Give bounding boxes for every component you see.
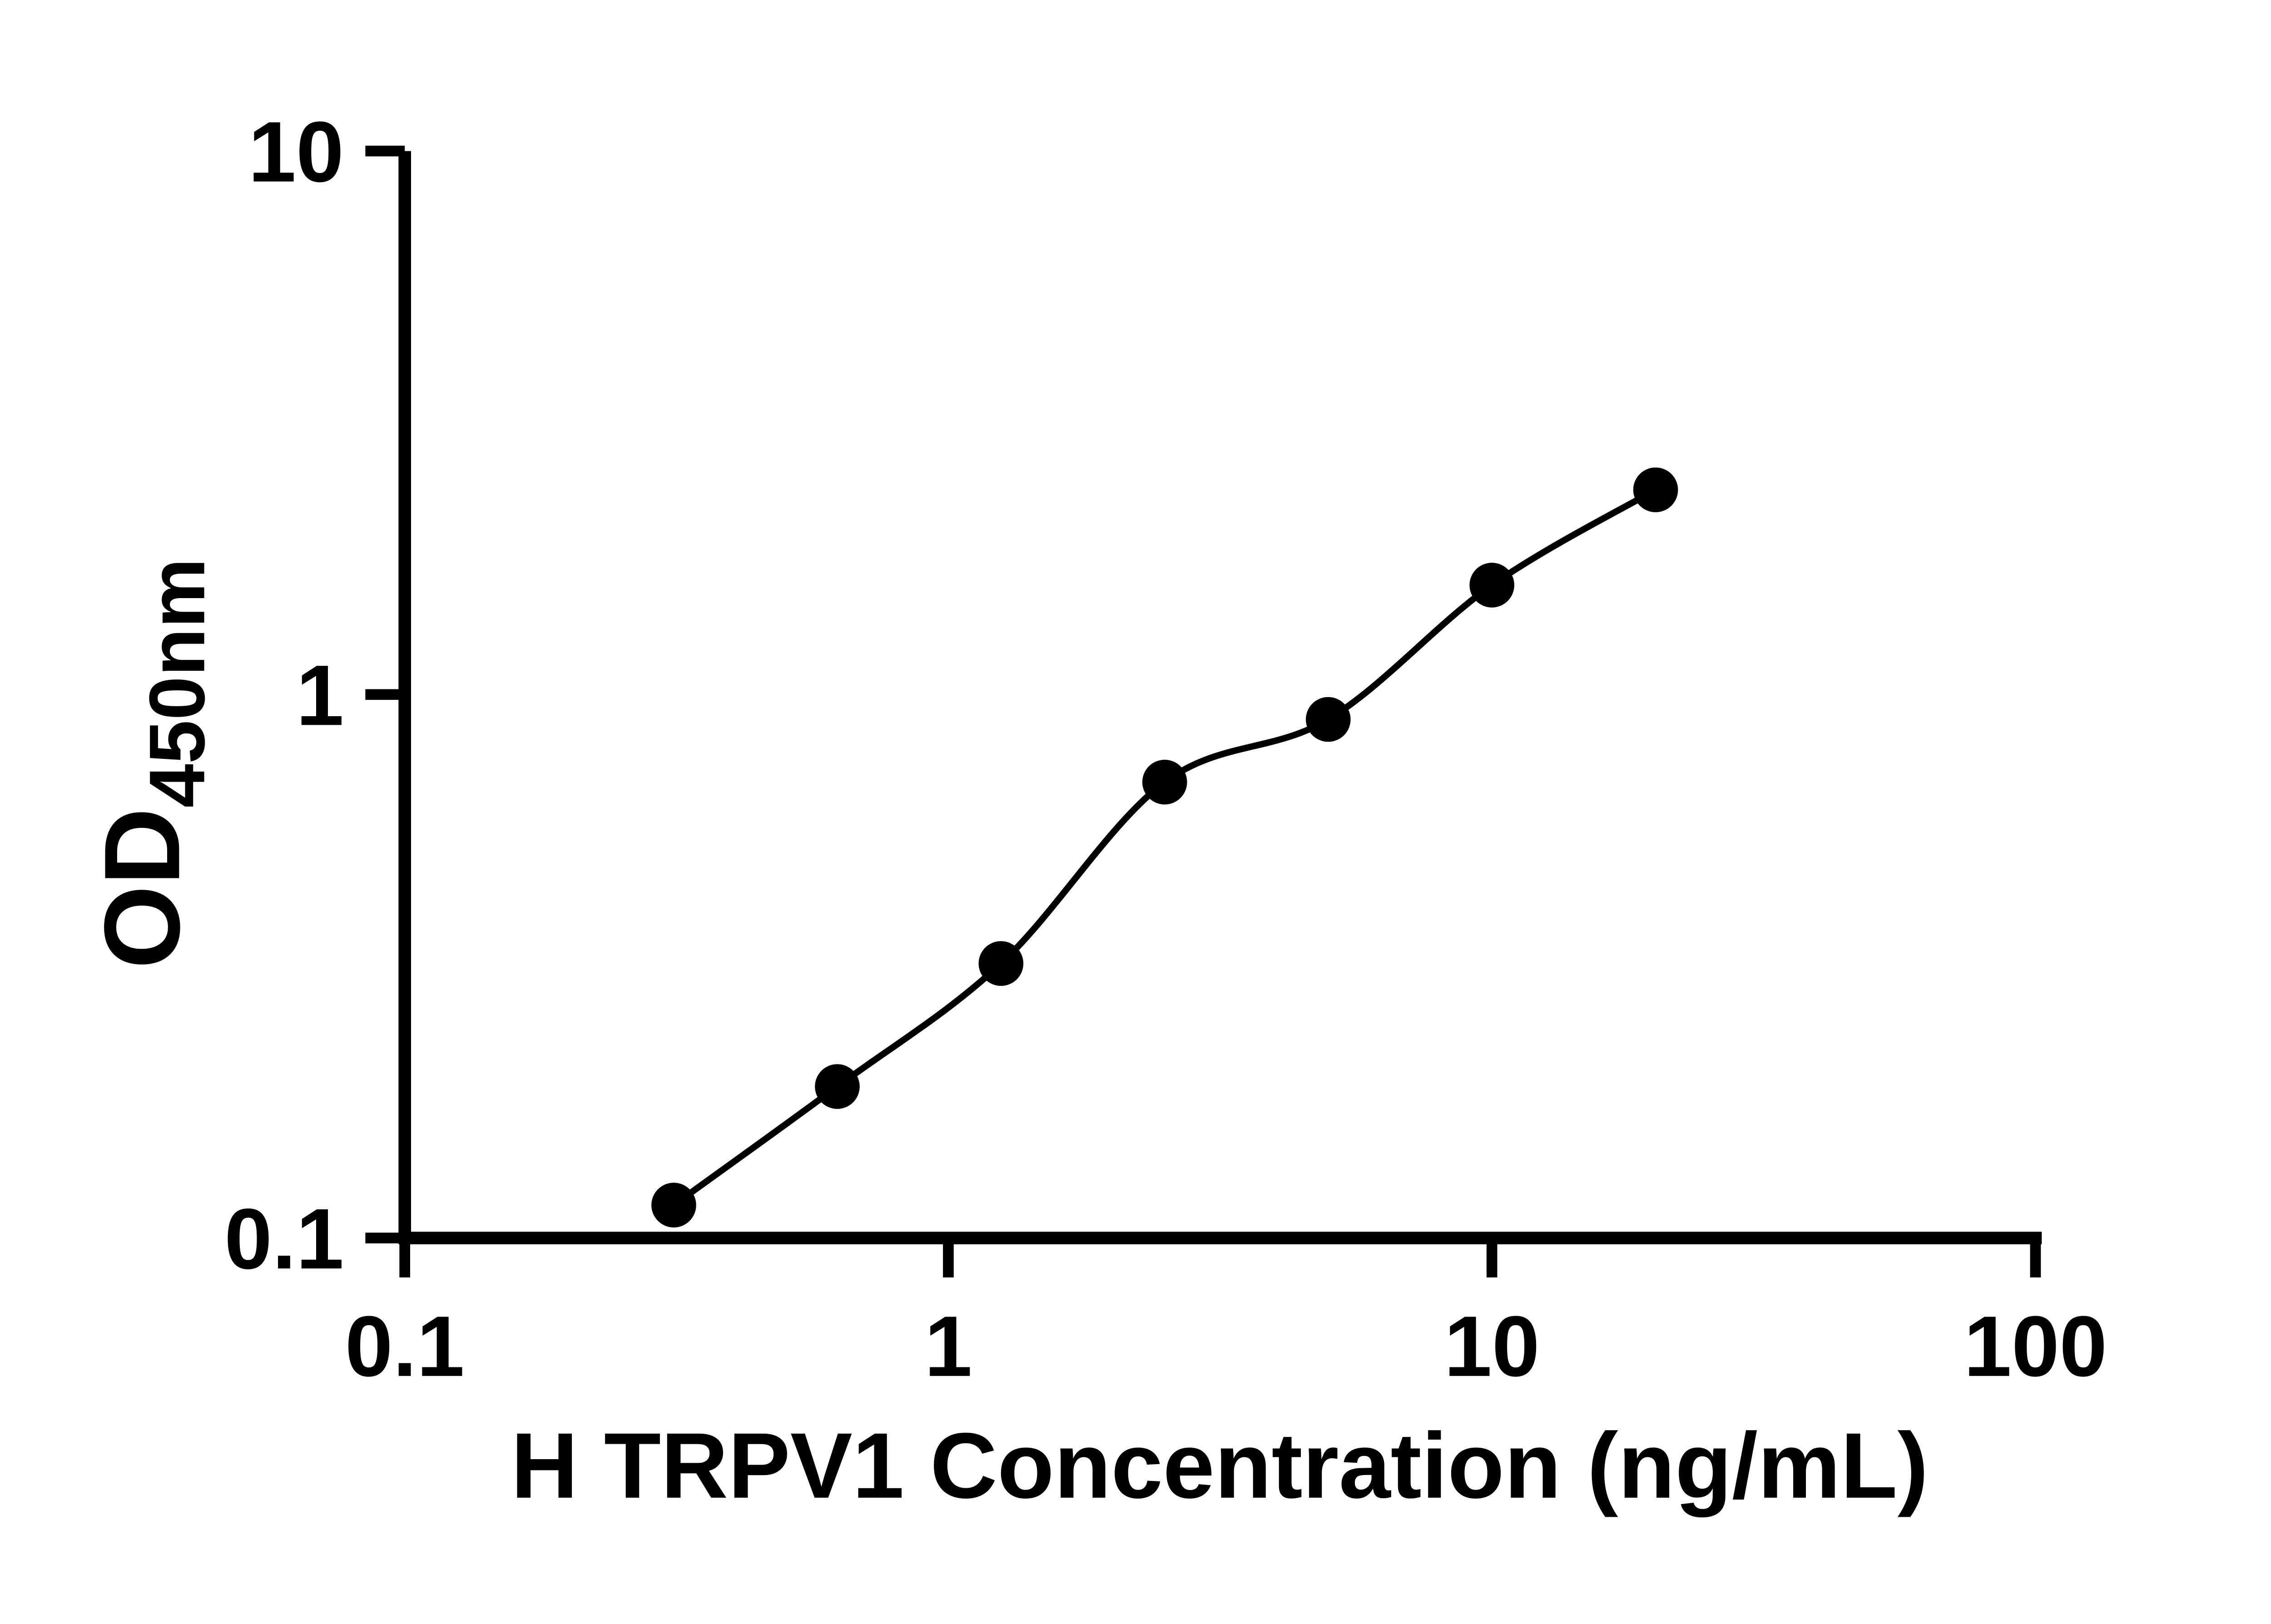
data-point-marker xyxy=(1633,467,1678,513)
chart-canvas: 0.1 1 10 100 0.1 1 10 H TRPV1 Concentration (n… xyxy=(82,104,2107,1518)
data-point-marker xyxy=(1469,563,1514,608)
x-tick-label-1: 1 xyxy=(924,1299,972,1395)
y-axis-title-subscript: 450nm xyxy=(133,558,221,808)
x-tick-label-0.1: 0.1 xyxy=(345,1299,465,1395)
y-axis-title-main: OD xyxy=(82,808,202,969)
data-point-marker xyxy=(1305,697,1351,742)
data-point-marker xyxy=(1142,760,1187,805)
tick-labels: 0.1 1 10 100 0.1 1 10 xyxy=(224,104,2107,1395)
y-axis-title: OD450nm xyxy=(82,558,221,969)
x-tick-label-100: 100 xyxy=(1964,1299,2107,1395)
x-tick-label-10: 10 xyxy=(1444,1299,1540,1395)
y-tick-label-10: 10 xyxy=(248,104,344,200)
x-axis-title: H TRPV1 Concentration (ng/mL) xyxy=(511,1414,1929,1518)
y-tick-label-0.1: 0.1 xyxy=(224,1192,344,1287)
data-points xyxy=(651,467,1678,1228)
data-point-marker xyxy=(651,1183,696,1228)
tick-marks xyxy=(365,146,2041,1278)
data-point-marker xyxy=(815,1064,860,1109)
y-tick-label-1: 1 xyxy=(296,648,344,744)
data-point-marker xyxy=(978,941,1024,986)
